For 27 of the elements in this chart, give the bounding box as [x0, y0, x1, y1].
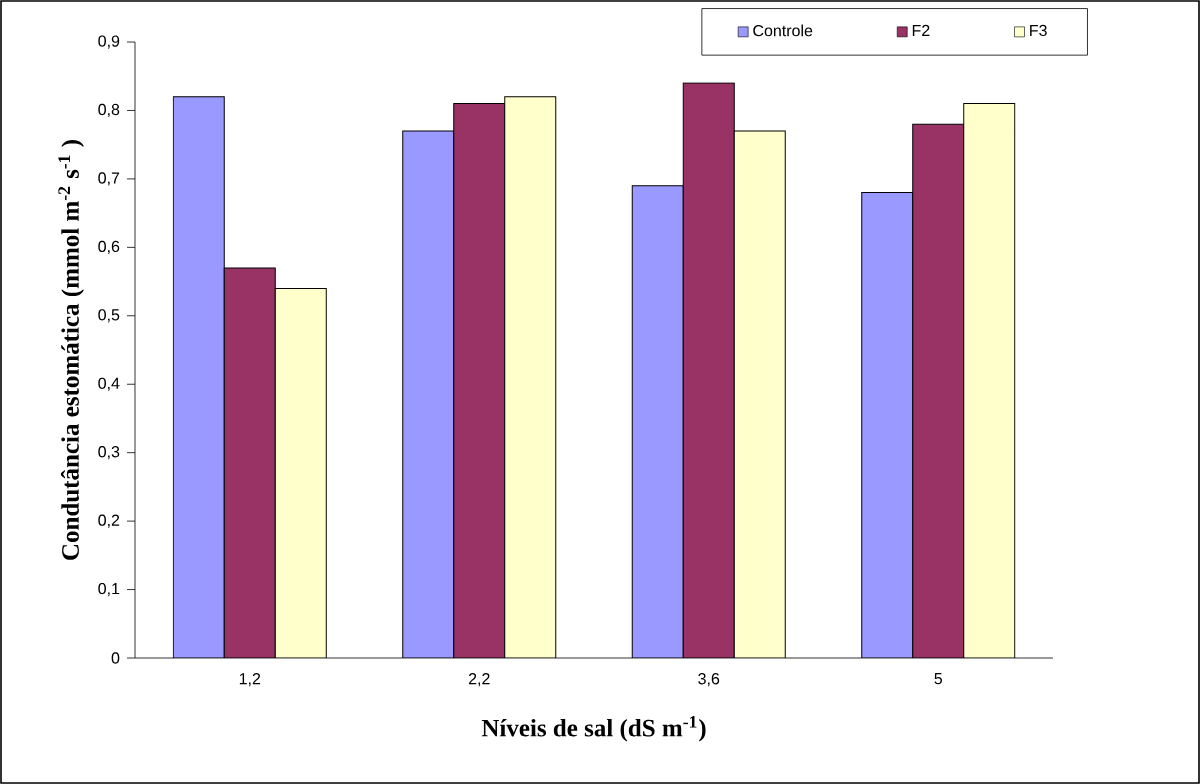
y-tick-label: 0 [111, 652, 120, 664]
x-tick-label: 3,6 [698, 673, 720, 687]
y-tick-label: 0,6 [98, 240, 120, 254]
legend-label: F3 [1030, 24, 1047, 37]
y-tick-label: 0,4 [98, 377, 120, 391]
legend-label: F2 [912, 24, 930, 36]
bar [173, 96, 225, 659]
y-tick-label: 0,2 [98, 514, 120, 528]
bar [632, 185, 684, 659]
y-tick-label: 0,1 [98, 582, 120, 597]
y-tick-label: 0,5 [98, 309, 120, 323]
y-tick-label: 0,7 [98, 172, 120, 186]
y-axis-title: Condutância estomática (mmol m$^{-2}$ s$^{-1}$ ) [58, 140, 84, 560]
y-tick-label: 0,8 [98, 103, 120, 118]
x-tick-label: 1,2 [239, 673, 261, 687]
x-tick-label: 5 [934, 673, 943, 685]
x-axis-title: Níveis de sal (dS m$^{-1}$) [481, 716, 706, 742]
bar [275, 288, 327, 659]
bar [734, 131, 786, 659]
legend-label: Controle [753, 24, 813, 37]
y-tick-label: 0,9 [98, 35, 120, 49]
bar [504, 96, 556, 659]
bar [963, 103, 1016, 659]
y-tick-label: 0,3 [98, 446, 120, 460]
bar [861, 192, 914, 659]
bar [402, 131, 454, 659]
x-tick-label: 2,2 [468, 673, 490, 687]
